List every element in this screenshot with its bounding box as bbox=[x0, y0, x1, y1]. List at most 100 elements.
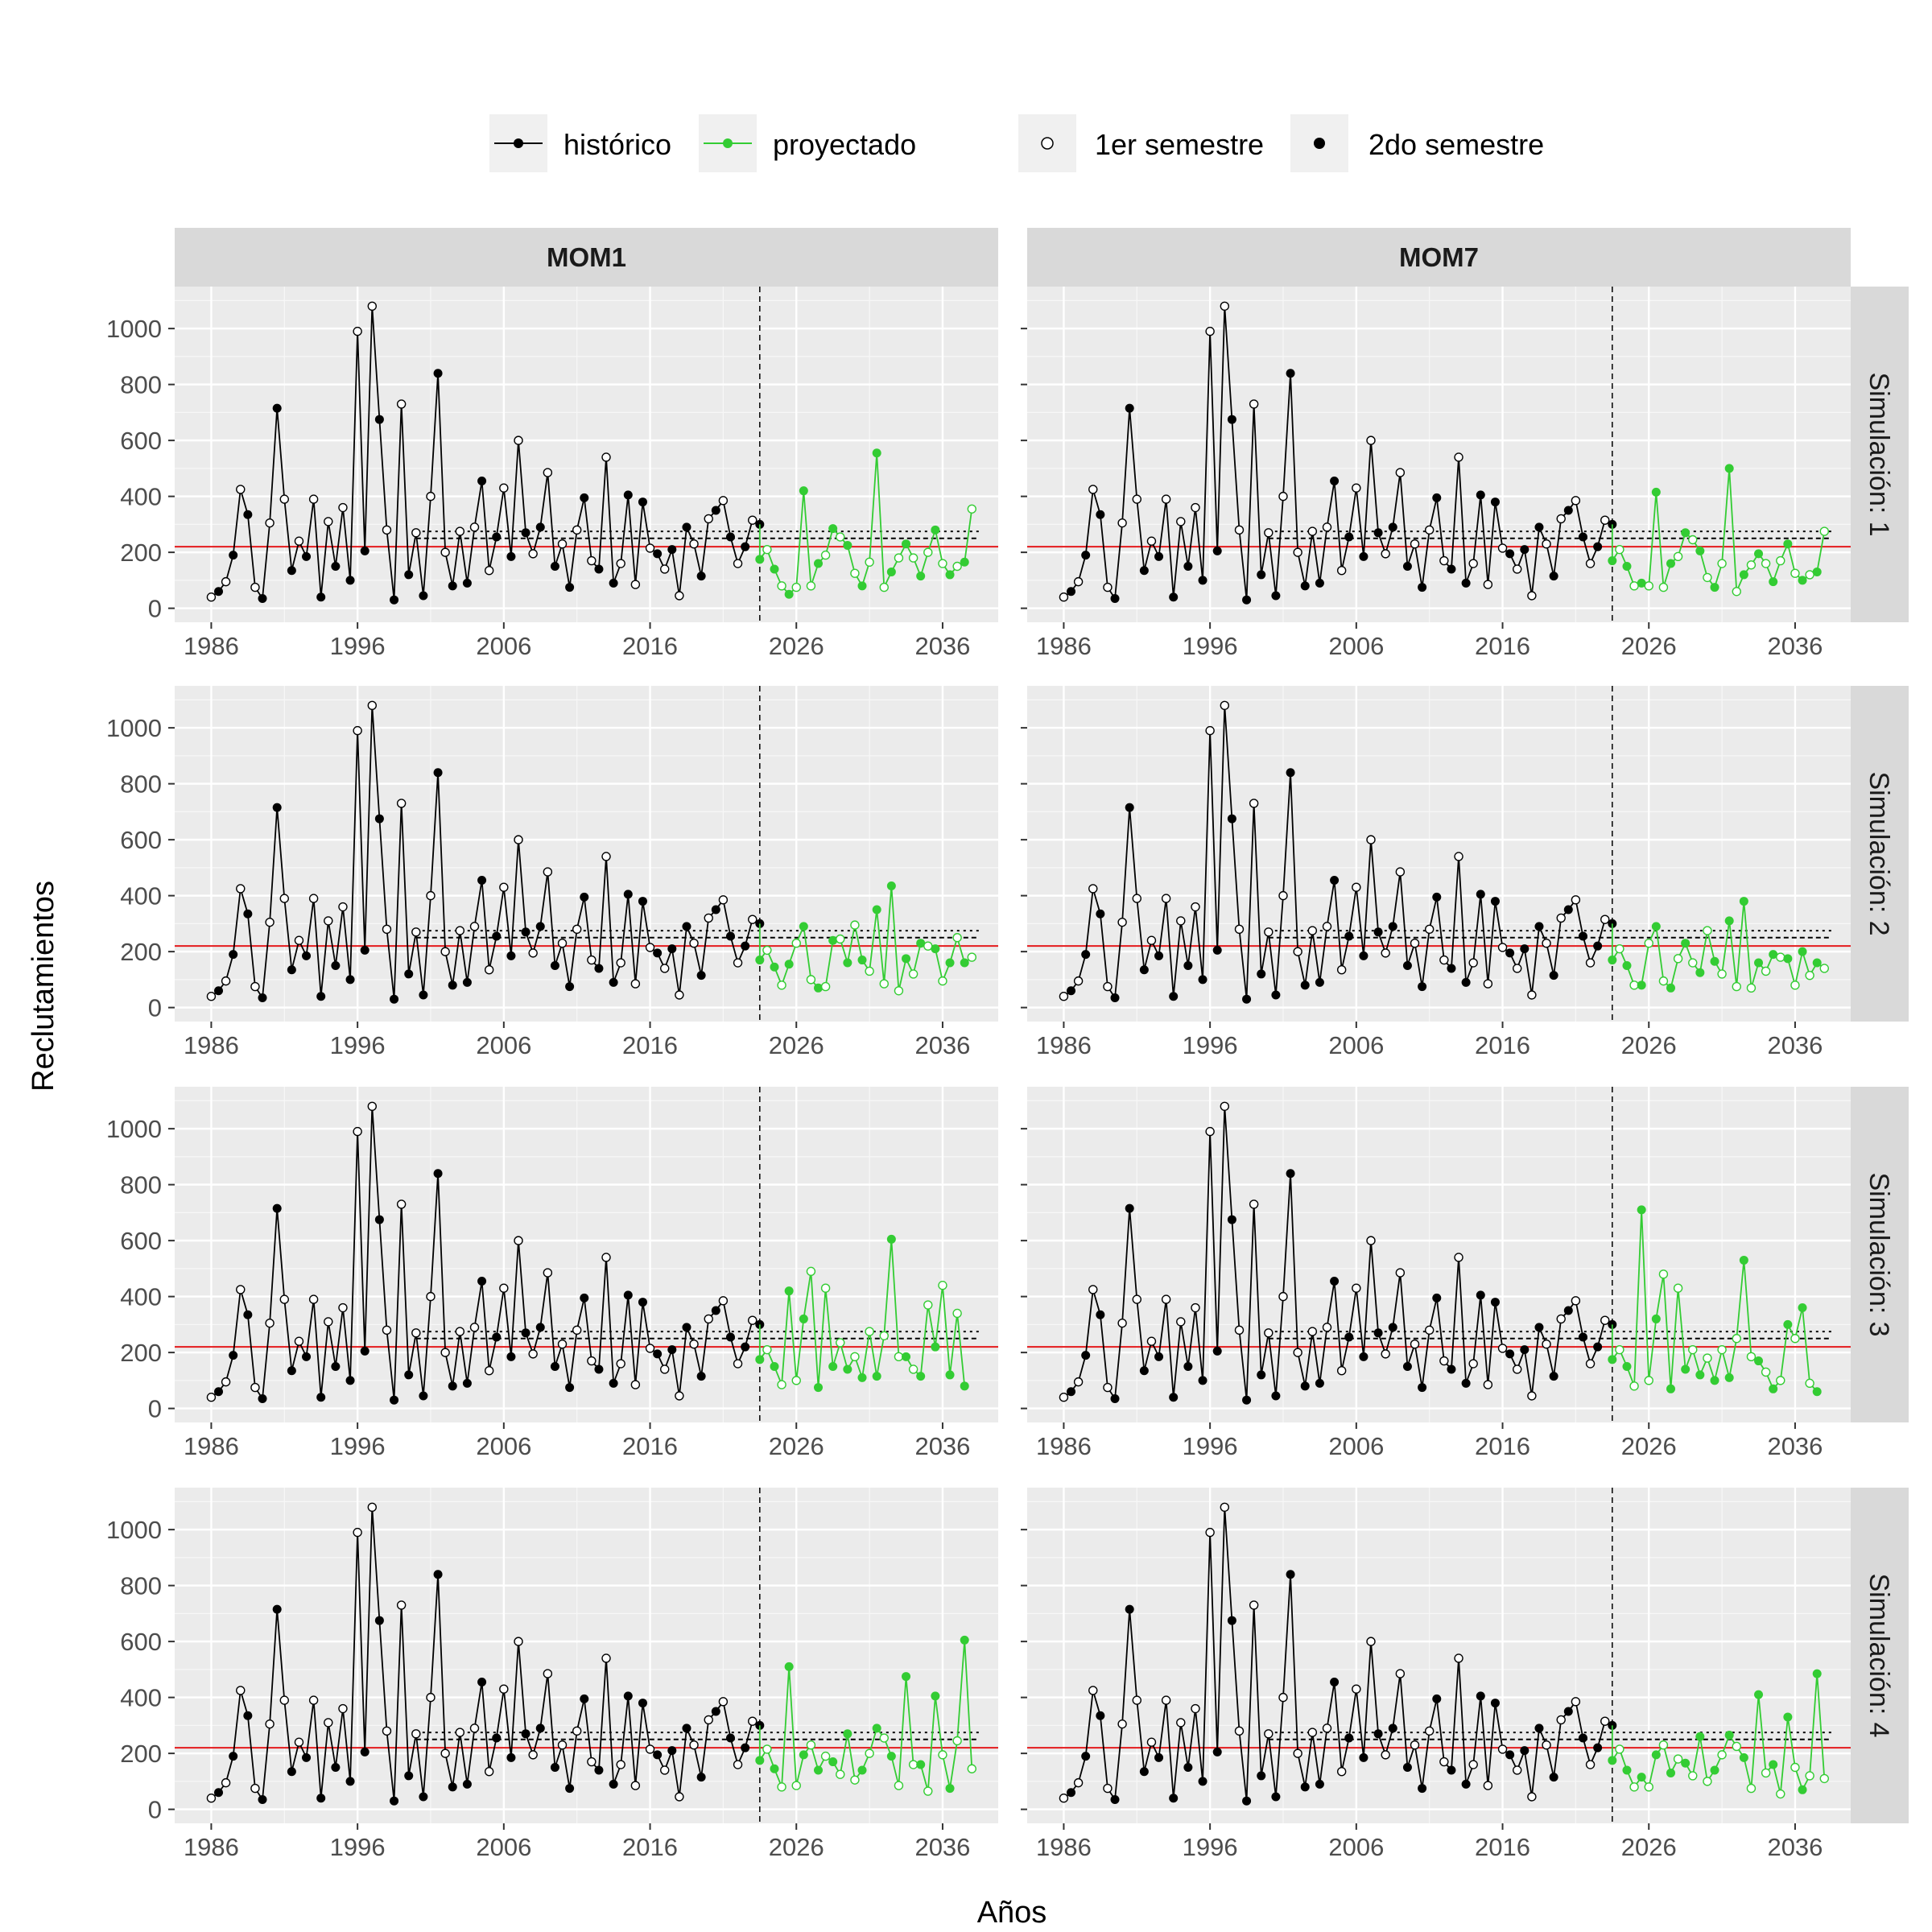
historical-point bbox=[587, 555, 597, 566]
projected-point bbox=[1761, 1768, 1771, 1778]
projected-point bbox=[1812, 567, 1822, 576]
historical-point bbox=[250, 981, 260, 992]
y-tick-label: 600 bbox=[120, 1227, 162, 1255]
historical-point bbox=[229, 551, 238, 560]
historical-point bbox=[258, 1794, 267, 1804]
projected-point bbox=[1776, 555, 1785, 566]
projected-point bbox=[1688, 1771, 1698, 1781]
historical-point bbox=[1278, 890, 1288, 901]
historical-point bbox=[1322, 1323, 1332, 1332]
historical-point bbox=[1447, 564, 1456, 574]
projected-point bbox=[960, 958, 969, 968]
historical-point bbox=[1227, 415, 1236, 424]
projected-point bbox=[820, 550, 831, 560]
projected-point bbox=[1717, 969, 1727, 979]
historical-point bbox=[1169, 1794, 1179, 1803]
projected-point bbox=[960, 1635, 969, 1645]
historical-point bbox=[1447, 1364, 1456, 1374]
projected-point bbox=[1739, 570, 1748, 580]
legend-2do-semestre: 2do semestre bbox=[1290, 114, 1544, 172]
projected-point bbox=[850, 1775, 860, 1785]
x-tick-label: 2016 bbox=[1475, 632, 1530, 660]
historical-point bbox=[601, 852, 611, 861]
historical-point bbox=[718, 1296, 729, 1306]
projected-point bbox=[923, 1300, 933, 1310]
y-tick-label: 600 bbox=[120, 1628, 162, 1656]
historical-point bbox=[279, 894, 289, 903]
projected-point bbox=[1695, 546, 1705, 555]
projected-point bbox=[902, 954, 911, 964]
historical-point bbox=[1527, 1391, 1537, 1401]
projected-point bbox=[1637, 980, 1646, 990]
historical-point bbox=[1139, 566, 1149, 576]
historical-point bbox=[660, 564, 670, 574]
historical-point bbox=[229, 950, 238, 960]
projected-point bbox=[865, 557, 874, 567]
historical-point bbox=[594, 1364, 604, 1374]
historical-point bbox=[689, 938, 699, 948]
historical-point bbox=[1513, 564, 1522, 574]
x-tick-label: 1996 bbox=[1183, 1833, 1238, 1861]
historical-point bbox=[660, 964, 670, 973]
projected-point bbox=[923, 941, 933, 951]
strip-bg bbox=[1851, 1087, 1909, 1422]
historical-point bbox=[1257, 1771, 1266, 1781]
historical-line bbox=[210, 705, 761, 1001]
historical-point bbox=[1073, 1777, 1084, 1788]
panel-background bbox=[175, 287, 998, 622]
historical-point bbox=[733, 958, 743, 968]
historical-point bbox=[448, 1381, 457, 1391]
historical-point bbox=[462, 578, 472, 588]
projected-point bbox=[857, 1373, 867, 1382]
historical-point bbox=[1067, 587, 1076, 597]
historical-point bbox=[689, 1740, 699, 1750]
historical-point bbox=[250, 582, 260, 592]
historical-point bbox=[1176, 916, 1186, 926]
historical-point bbox=[609, 1378, 618, 1388]
projected-point bbox=[1651, 1314, 1661, 1323]
projected-point bbox=[1732, 1334, 1741, 1344]
projected-point bbox=[791, 938, 801, 948]
historical-point bbox=[1373, 1729, 1383, 1739]
x-tick-label: 1986 bbox=[184, 1833, 239, 1861]
projected-point bbox=[806, 975, 816, 985]
projected-point bbox=[1812, 1669, 1822, 1678]
projected-point bbox=[908, 1364, 919, 1374]
historical-point bbox=[1125, 1203, 1134, 1213]
historical-point bbox=[1373, 528, 1383, 538]
historical-point bbox=[733, 1359, 743, 1368]
historical-point bbox=[1096, 1310, 1105, 1319]
historical-point bbox=[1161, 1294, 1171, 1304]
historical-point bbox=[704, 514, 713, 524]
projected-point bbox=[828, 1757, 838, 1767]
projected-point bbox=[1710, 1765, 1719, 1775]
column-strip-mom7: MOM7 bbox=[1027, 228, 1851, 287]
historical-point bbox=[1198, 975, 1208, 985]
projected-point bbox=[1681, 1758, 1690, 1768]
historical-point bbox=[638, 497, 647, 507]
historical-point bbox=[748, 1716, 758, 1726]
historical-point bbox=[382, 1325, 392, 1335]
historical-point bbox=[1249, 799, 1259, 808]
historical-point bbox=[316, 1794, 326, 1803]
historical-point bbox=[1242, 1796, 1252, 1806]
x-tick-label: 2026 bbox=[769, 632, 824, 660]
historical-point bbox=[1344, 1332, 1354, 1342]
panel-mom1-sim2: 0 200 400 600 800 1000 1986 1996 2006 2016 2026 203… bbox=[106, 686, 998, 1059]
historical-point bbox=[250, 1382, 260, 1393]
historical-point bbox=[1476, 1290, 1485, 1300]
historical-point bbox=[1336, 965, 1347, 975]
projected-point bbox=[806, 1266, 816, 1277]
historical-point bbox=[374, 415, 384, 424]
historical-point bbox=[367, 301, 378, 312]
projected-point bbox=[894, 986, 904, 996]
historical-point bbox=[1578, 1332, 1587, 1342]
historical-point bbox=[1359, 951, 1368, 960]
historical-point bbox=[682, 922, 691, 931]
projected-point bbox=[1717, 1344, 1727, 1355]
historical-point bbox=[206, 992, 217, 1001]
historical-point bbox=[404, 1771, 414, 1781]
historical-point bbox=[1585, 958, 1596, 968]
historical-point bbox=[1103, 1382, 1113, 1393]
projected-point bbox=[1703, 926, 1712, 935]
